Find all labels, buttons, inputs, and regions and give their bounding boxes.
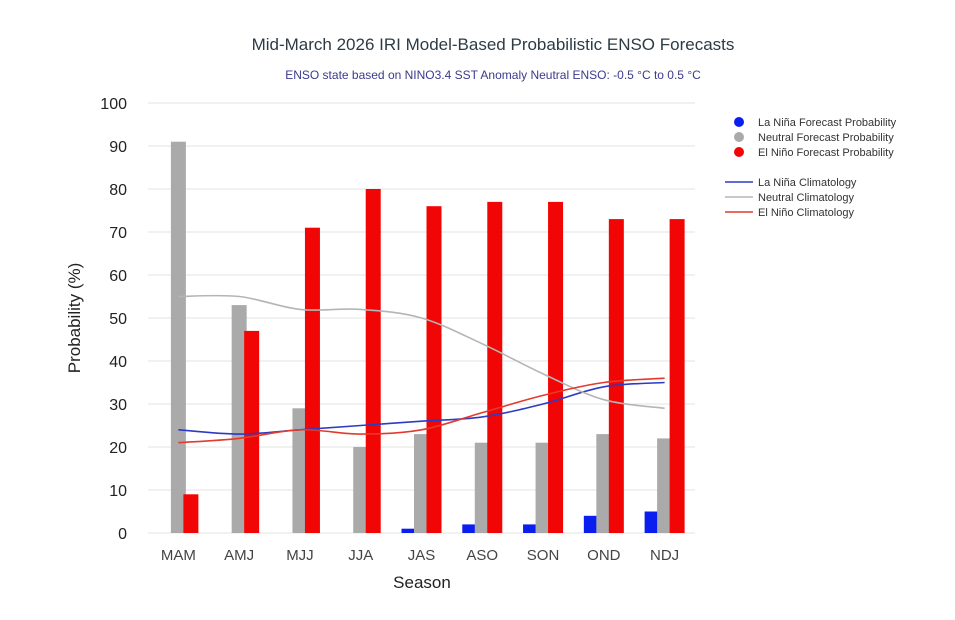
bar-neutral-jas <box>414 434 429 533</box>
legend-label-neutral-climatology: Neutral Climatology <box>758 192 854 204</box>
bar-neutral-amj <box>231 305 247 533</box>
bar-neutral-jja <box>353 447 369 533</box>
y-tick-0: 0 <box>118 526 127 543</box>
chart-subtitle: ENSO state based on NINO3.4 SST Anomaly … <box>285 68 701 82</box>
y-tick-labels: 0 10 20 30 40 50 60 70 80 90 100 <box>100 96 127 543</box>
bar-la-nina-ond <box>583 515 599 533</box>
legend-marker-el-nino-forecast <box>734 147 744 157</box>
bar-la-nina-son <box>523 524 539 533</box>
bar-el-nino-jas <box>426 206 442 533</box>
bar-neutral-aso <box>474 442 490 533</box>
legend: La Niña Forecast Probability Neutral Fore… <box>725 117 897 219</box>
legend-marker-neutral-forecast <box>734 132 744 142</box>
climatology-lines <box>178 294 665 444</box>
x-tick-mam: MAM <box>161 547 196 564</box>
y-tick-20: 20 <box>109 440 127 457</box>
legend-label-la-nina-climatology: La Niña Climatology <box>758 177 857 189</box>
legend-marker-la-nina-forecast <box>734 117 744 127</box>
y-tick-60: 60 <box>109 268 127 285</box>
line-neutral-climatology <box>178 294 665 410</box>
bar-neutral-mam <box>170 141 186 533</box>
y-tick-50: 50 <box>109 311 127 328</box>
y-tick-10: 10 <box>109 483 127 500</box>
bar-el-nino-mam <box>183 494 199 533</box>
y-tick-100: 100 <box>100 96 127 113</box>
bar-el-nino-aso <box>487 201 503 533</box>
x-tick-labels: MAM AMJ MJJ JJA JAS ASO SON OND NDJ <box>161 547 679 564</box>
legend-label-el-nino-climatology: El Niño Climatology <box>758 207 854 219</box>
bar-el-nino-jja <box>365 189 381 533</box>
x-tick-jja: JJA <box>348 547 373 564</box>
line-el-nino-climatology <box>178 377 665 444</box>
x-axis-label: Season <box>393 573 451 592</box>
bar-el-nino-ond <box>608 219 624 533</box>
bar-marks <box>170 141 685 533</box>
chart-title: Mid-March 2026 IRI Model-Based Probabili… <box>252 35 735 54</box>
bar-el-nino-son <box>548 201 564 533</box>
x-tick-son: SON <box>527 547 560 564</box>
bar-la-nina-jas <box>401 528 417 533</box>
y-tick-80: 80 <box>109 182 127 199</box>
x-tick-ndj: NDJ <box>650 547 679 564</box>
x-tick-jas: JAS <box>408 547 436 564</box>
legend-label-la-nina-forecast: La Niña Forecast Probability <box>758 117 897 129</box>
y-tick-40: 40 <box>109 354 127 371</box>
y-tick-70: 70 <box>109 225 127 242</box>
bar-neutral-ndj <box>657 438 673 533</box>
bar-la-nina-aso <box>462 524 478 533</box>
x-tick-ond: OND <box>587 547 621 564</box>
bar-neutral-son <box>535 442 551 533</box>
bar-el-nino-mjj <box>304 227 320 533</box>
y-tick-90: 90 <box>109 139 127 156</box>
y-axis-label: Probability (%) <box>65 263 84 374</box>
bar-el-nino-amj <box>244 330 260 533</box>
x-tick-aso: ASO <box>466 547 498 564</box>
legend-label-el-nino-forecast: El Niño Forecast Probability <box>758 147 894 159</box>
bar-el-nino-ndj <box>669 219 685 533</box>
bar-neutral-ond <box>596 434 612 533</box>
x-tick-amj: AMJ <box>224 547 254 564</box>
legend-label-neutral-forecast: Neutral Forecast Probability <box>758 132 894 144</box>
y-tick-30: 30 <box>109 397 127 414</box>
bar-la-nina-ndj <box>644 511 660 533</box>
line-la-nina-climatology <box>178 381 665 435</box>
bar-neutral-mjj <box>292 408 308 533</box>
x-tick-mjj: MJJ <box>286 547 314 564</box>
